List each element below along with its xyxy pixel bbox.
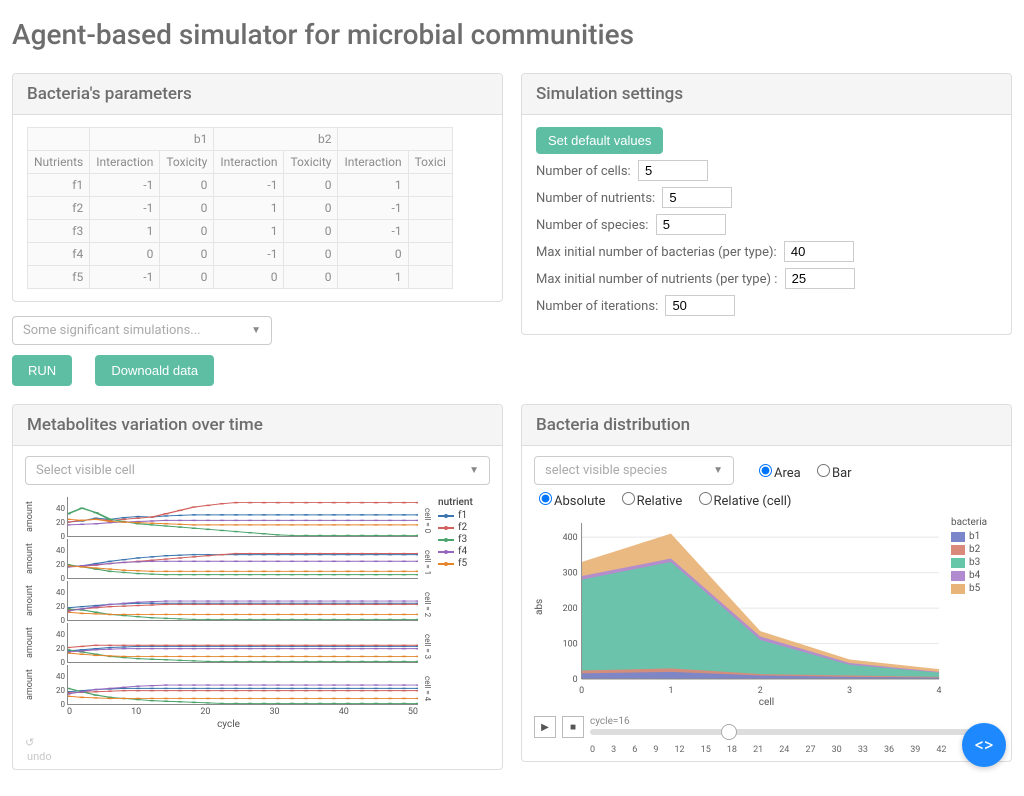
code-icon: <>: [975, 735, 994, 756]
undo-button[interactable]: ↺: [25, 736, 34, 749]
cycle-indicator: cycle=16: [590, 716, 999, 727]
slider-ticks: 036912151821242730333639424548: [590, 745, 999, 755]
code-fab-button[interactable]: <>: [962, 723, 1006, 767]
page-title: Agent-based simulator for microbial comm…: [12, 18, 1012, 51]
simulations-dropdown-placeholder: Some significant simulations...: [23, 323, 201, 338]
num-cells-input[interactable]: [638, 160, 708, 181]
distribution-y-label: abs: [534, 517, 548, 697]
distribution-x-label: cell: [534, 697, 999, 708]
bacteria-parameters-panel: Bacteria's parameters b1b2NutrientsInter…: [12, 73, 503, 302]
simulations-dropdown[interactable]: Some significant simulations... ▼: [12, 316, 272, 345]
svg-text:300: 300: [563, 569, 578, 579]
cycle-slider[interactable]: [590, 729, 999, 735]
distribution-chart: 0 100 200 300 400 0 1 2 3 4: [548, 517, 943, 697]
num-species-label: Number of species:: [536, 218, 648, 233]
max-nutrients-label: Max initial number of nutrients (per typ…: [536, 272, 777, 287]
parameter-table: b1b2NutrientsInteractionToxicityInteract…: [27, 127, 453, 289]
parameter-table-scroll[interactable]: b1b2NutrientsInteractionToxicityInteract…: [27, 127, 488, 289]
max-bacteria-input[interactable]: [784, 241, 854, 262]
set-default-values-button[interactable]: Set default values: [536, 127, 663, 154]
metabolites-title: Metabolites variation over time: [13, 405, 502, 446]
bacteria-parameters-title: Bacteria's parameters: [13, 74, 502, 115]
select-visible-cell-dropdown[interactable]: Select visible cell ▼: [25, 456, 490, 485]
nutrient-legend: nutrient f1f2f3f4f5: [432, 497, 490, 730]
distribution-panel: Bacteria distribution select visible spe…: [521, 404, 1012, 762]
metabolites-chart: amount02040cell = 0amount02040cell = 1am…: [25, 497, 490, 730]
num-species-input[interactable]: [656, 214, 726, 235]
svg-text:100: 100: [563, 640, 578, 650]
undo-icon: ↺: [25, 736, 34, 749]
run-button[interactable]: RUN: [12, 355, 72, 386]
bacteria-legend: bacteria b1b2b3b4b5: [943, 517, 999, 697]
select-visible-cell-placeholder: Select visible cell: [36, 463, 135, 478]
num-iterations-input[interactable]: [665, 295, 735, 316]
select-visible-species-placeholder: select visible species: [545, 463, 667, 478]
svg-text:2: 2: [758, 686, 763, 696]
chart-type-bar-radio[interactable]: Bar: [812, 466, 852, 481]
svg-text:400: 400: [563, 533, 578, 543]
select-visible-species-dropdown[interactable]: select visible species ▼: [534, 456, 734, 485]
download-data-button[interactable]: Downoald data: [95, 355, 214, 386]
simulation-settings-title: Simulation settings: [522, 74, 1011, 115]
chevron-down-icon: ▼: [713, 465, 723, 476]
chevron-down-icon: ▼: [469, 465, 479, 476]
svg-text:3: 3: [847, 686, 852, 696]
mode-relative-cell-radio[interactable]: Relative (cell): [694, 494, 792, 509]
num-cells-label: Number of cells:: [536, 164, 631, 179]
slider-thumb[interactable]: [721, 724, 737, 740]
max-nutrients-input[interactable]: [785, 268, 855, 289]
mode-relative-radio[interactable]: Relative: [617, 494, 683, 509]
metabolites-panel: Metabolites variation over time Select v…: [12, 404, 503, 770]
mode-absolute-radio[interactable]: Absolute: [534, 494, 605, 509]
num-nutrients-label: Number of nutrients:: [536, 191, 655, 206]
undo-label: undo: [27, 750, 490, 763]
svg-text:200: 200: [563, 604, 578, 614]
svg-text:1: 1: [668, 686, 673, 696]
chevron-down-icon: ▼: [251, 325, 261, 336]
svg-text:4: 4: [937, 686, 942, 696]
stop-button[interactable]: ■: [562, 716, 584, 738]
num-nutrients-input[interactable]: [662, 187, 732, 208]
distribution-title: Bacteria distribution: [522, 405, 1011, 446]
svg-text:0: 0: [573, 675, 578, 685]
chart-type-area-radio[interactable]: Area: [754, 466, 801, 481]
play-button[interactable]: ▶: [534, 716, 556, 738]
svg-text:0: 0: [579, 686, 584, 696]
max-bacteria-label: Max initial number of bacterias (per typ…: [536, 245, 777, 260]
simulation-settings-panel: Simulation settings Set default values N…: [521, 73, 1012, 335]
num-iterations-label: Number of iterations:: [536, 299, 658, 314]
